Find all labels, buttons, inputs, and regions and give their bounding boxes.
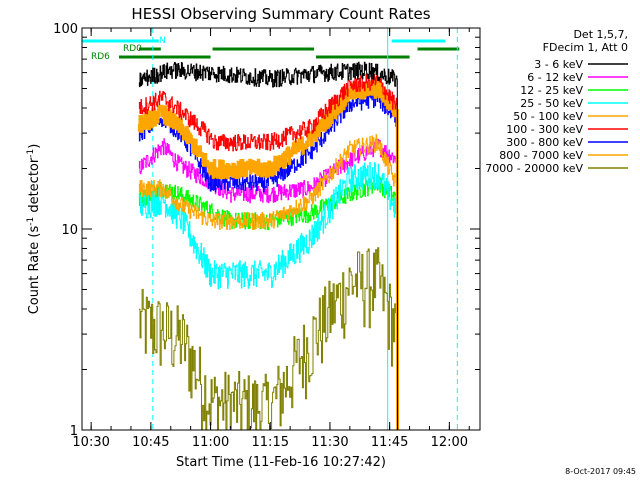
observing-flags: N RD0 RD6 (82, 36, 460, 62)
x-axis-label: Start Time (11-Feb-16 10:27:42) (176, 455, 386, 470)
x-tick-label: 11:00 (192, 435, 229, 450)
y-axis-label-rest: detector (27, 157, 42, 217)
y-axis-label-end: ) (27, 144, 42, 149)
legend-label: 50 - 100 keV (513, 110, 583, 123)
y-axis-label-main: Count Rate (s (27, 226, 42, 315)
plot-frame (81, 27, 481, 431)
x-tick-label: 11:15 (252, 435, 289, 450)
x-tick-label: 11:30 (311, 435, 348, 450)
y-tick-label: 10 (61, 223, 78, 238)
x-tick-label: 12:00 (431, 435, 468, 450)
legend-label: 3 - 6 keV (534, 58, 583, 71)
series-line (137, 79, 400, 431)
series-line (138, 134, 399, 431)
flag-label: N (159, 36, 166, 46)
generation-timestamp: 8-Oct-2017 09:45 (565, 467, 636, 476)
y-tick-label: 100 (53, 22, 78, 37)
series-line (138, 61, 399, 431)
series-line (138, 247, 399, 431)
series-group (137, 61, 400, 431)
chart-title: HESSI Observing Summary Count Rates (131, 5, 430, 23)
y-axis: 1 10 100 (53, 22, 480, 439)
y-axis-label: Count Rate (s-1 detector-1) (26, 144, 42, 315)
flag-label: RD6 (91, 52, 110, 62)
y-axis-label-sup: -1 (26, 217, 36, 226)
legend-label: 12 - 25 keV (520, 84, 583, 97)
legend-header-config: FDecim 1, Att 0 (543, 41, 628, 54)
x-tick-label: 10:45 (132, 435, 169, 450)
y-axis-label-sup2: -1 (26, 149, 36, 158)
legend-label: 300 - 800 keV (506, 136, 583, 149)
x-tick-label: 11:45 (371, 435, 408, 450)
x-tick-label: 10:30 (72, 435, 109, 450)
legend-label: 7000 - 20000 keV (485, 162, 583, 175)
legend-label: 100 - 300 keV (506, 123, 583, 136)
series-line (138, 72, 399, 431)
legend-label: 800 - 7000 keV (499, 149, 583, 162)
flag-label: RD0 (123, 44, 142, 54)
legend-label: 25 - 50 keV (520, 97, 583, 110)
legend-header-detectors: Det 1,5,7, (573, 28, 628, 41)
legend-label: 6 - 12 keV (527, 71, 583, 84)
y-tick-label: 1 (70, 424, 78, 439)
x-axis: 10:30 10:45 11:00 11:15 11:30 11:45 12:00 (72, 28, 470, 450)
